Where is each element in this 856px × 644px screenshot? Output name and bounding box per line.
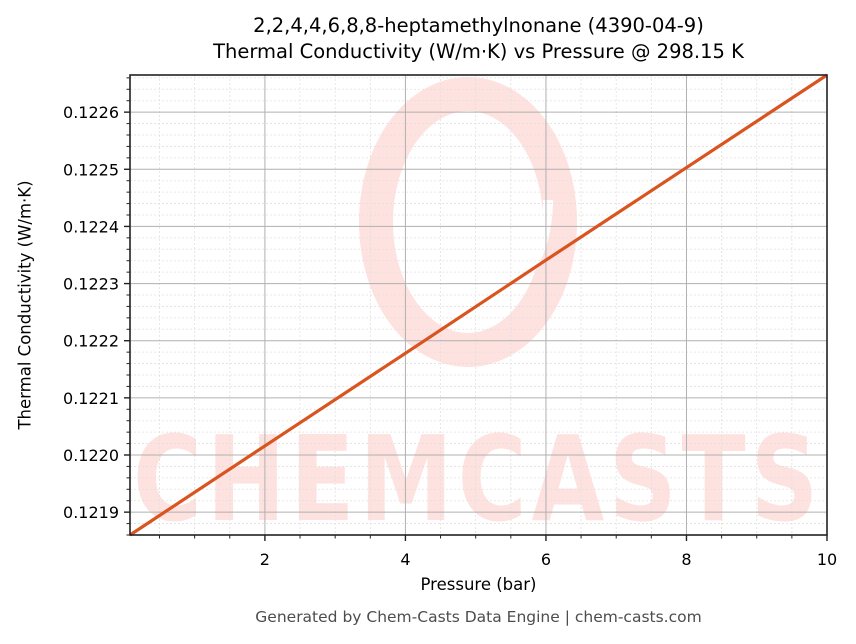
chemcasts-watermark: CHEMCASTS	[133, 77, 823, 548]
y-tick-label: 0.1221	[63, 389, 119, 408]
watermark-swirl-icon	[359, 77, 577, 367]
x-tick-label: 10	[817, 550, 837, 569]
y-tick-label: 0.1220	[63, 446, 119, 465]
footer-credit: Generated by Chem-Casts Data Engine | ch…	[255, 608, 702, 626]
x-axis-ticks: 2 4 6 8 10	[159, 535, 837, 569]
major-grid	[130, 75, 828, 535]
y-tick-label: 0.1224	[63, 217, 119, 236]
y-tick-label: 0.1226	[63, 103, 119, 122]
y-tick-label: 0.1225	[63, 160, 119, 179]
y-axis-ticks: 0.1219 0.1220 0.1221 0.1222 0.1223 0.1224 0.12…	[63, 77, 130, 536]
x-tick-label: 2	[260, 550, 270, 569]
y-tick-label: 0.1219	[63, 503, 119, 522]
chart-title-line2: Thermal Conductivity (W/m·K) vs Pressure…	[213, 40, 744, 63]
x-tick-label: 4	[400, 550, 410, 569]
y-tick-label: 0.1222	[63, 332, 119, 351]
watermark-text: CHEMCASTS	[133, 410, 823, 548]
x-tick-label: 6	[541, 550, 551, 569]
chart-title-line1: 2,2,4,4,6,8,8-heptamethylnonane (4390-04…	[253, 14, 704, 37]
plot-border	[129, 74, 828, 536]
thermal-conductivity-line	[129, 73, 828, 537]
y-axis-label: Thermal Conductivity (W/m·K)	[15, 180, 35, 430]
axes-frame	[129, 74, 828, 536]
x-axis-label: Pressure (bar)	[420, 575, 537, 594]
x-tick-label: 8	[681, 550, 691, 569]
y-tick-label: 0.1223	[63, 275, 119, 294]
minor-grid	[130, 75, 827, 536]
data-series	[129, 73, 828, 537]
